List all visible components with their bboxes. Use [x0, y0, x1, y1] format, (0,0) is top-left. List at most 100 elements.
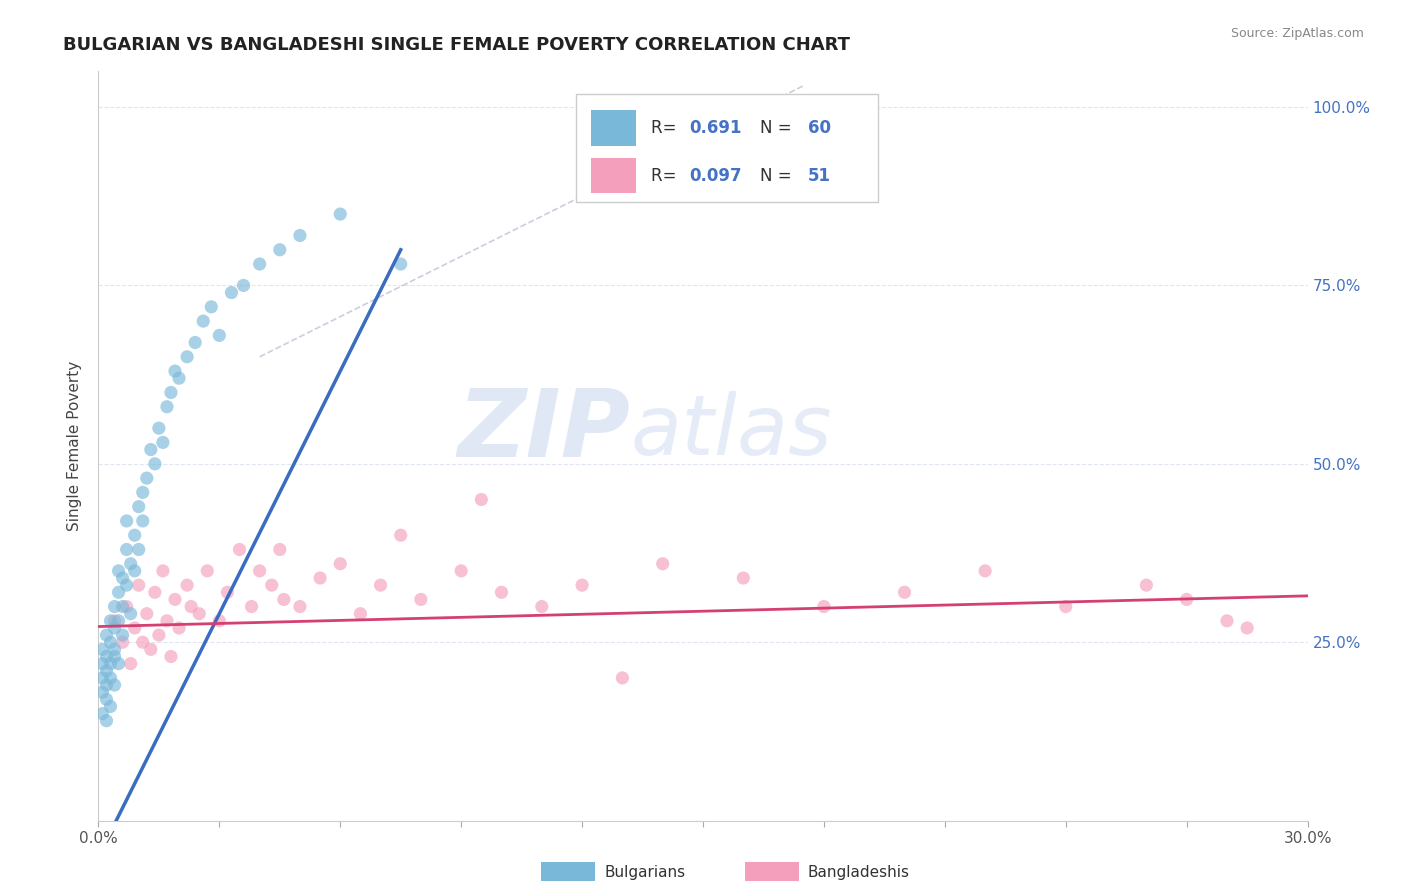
Point	[111, 628, 134, 642]
Point	[96, 678, 118, 692]
Point	[96, 714, 118, 728]
FancyBboxPatch shape	[591, 158, 637, 194]
Point	[100, 657, 122, 671]
Point	[269, 542, 291, 557]
Point	[100, 671, 122, 685]
Point	[1216, 614, 1239, 628]
Point	[107, 564, 129, 578]
Point	[91, 642, 114, 657]
Point	[115, 514, 138, 528]
Text: N =: N =	[759, 167, 797, 185]
Text: 0.097: 0.097	[690, 167, 742, 185]
Point	[135, 471, 157, 485]
Point	[96, 649, 118, 664]
FancyBboxPatch shape	[591, 111, 637, 146]
Point	[974, 564, 997, 578]
FancyBboxPatch shape	[576, 94, 879, 202]
Point	[91, 671, 114, 685]
Point	[200, 300, 222, 314]
Point	[163, 592, 186, 607]
Point	[132, 635, 155, 649]
Point	[103, 621, 125, 635]
Point	[651, 557, 673, 571]
Point	[221, 285, 243, 300]
Point	[813, 599, 835, 614]
Point	[180, 599, 202, 614]
Point	[115, 542, 138, 557]
Text: R=: R=	[651, 120, 682, 137]
Point	[143, 585, 166, 599]
Point	[107, 614, 129, 628]
Point	[115, 578, 138, 592]
Point	[135, 607, 157, 621]
Point	[148, 628, 170, 642]
Point	[193, 314, 215, 328]
Point	[111, 635, 134, 649]
Point	[167, 371, 190, 385]
Point	[120, 607, 142, 621]
Point	[1135, 578, 1157, 592]
Point	[103, 599, 125, 614]
Point	[103, 614, 125, 628]
Point	[143, 457, 166, 471]
Point	[160, 385, 183, 400]
Point	[309, 571, 332, 585]
Point	[91, 685, 114, 699]
Point	[349, 607, 371, 621]
Point	[96, 664, 118, 678]
Text: 0.691: 0.691	[690, 120, 742, 137]
Text: atlas: atlas	[630, 391, 832, 472]
Point	[152, 564, 174, 578]
Point	[733, 571, 755, 585]
Point	[103, 649, 125, 664]
Point	[450, 564, 472, 578]
Point	[249, 257, 271, 271]
Point	[160, 649, 183, 664]
Point	[128, 578, 150, 592]
Point	[132, 485, 155, 500]
Y-axis label: Single Female Poverty: Single Female Poverty	[67, 361, 83, 531]
Point	[115, 599, 138, 614]
Point	[260, 578, 283, 592]
Point	[208, 614, 231, 628]
Point	[91, 657, 114, 671]
Point	[100, 699, 122, 714]
Point	[124, 564, 146, 578]
Point	[111, 599, 134, 614]
Point	[103, 642, 125, 657]
Point	[249, 564, 271, 578]
Point	[1236, 621, 1258, 635]
Point	[329, 207, 352, 221]
Text: Bangladeshis: Bangladeshis	[807, 865, 910, 880]
Point	[389, 528, 412, 542]
Text: BULGARIAN VS BANGLADESHI SINGLE FEMALE POVERTY CORRELATION CHART: BULGARIAN VS BANGLADESHI SINGLE FEMALE P…	[63, 36, 851, 54]
Point	[176, 350, 198, 364]
Point	[288, 228, 311, 243]
Point	[288, 599, 311, 614]
Point	[893, 585, 915, 599]
Point	[228, 542, 250, 557]
Point	[329, 557, 352, 571]
Point	[107, 657, 129, 671]
Point	[91, 706, 114, 721]
Point	[139, 642, 162, 657]
Text: Source: ZipAtlas.com: Source: ZipAtlas.com	[1230, 27, 1364, 40]
Point	[232, 278, 254, 293]
Text: ZIP: ZIP	[457, 385, 630, 477]
Text: 60: 60	[808, 120, 831, 137]
Point	[124, 528, 146, 542]
Point	[571, 578, 593, 592]
Point	[100, 635, 122, 649]
Point	[188, 607, 211, 621]
Text: N =: N =	[759, 120, 797, 137]
Text: R=: R=	[651, 167, 682, 185]
Point	[370, 578, 392, 592]
Point	[240, 599, 263, 614]
Point	[409, 592, 432, 607]
Point	[184, 335, 207, 350]
Point	[103, 678, 125, 692]
Point	[208, 328, 231, 343]
Point	[167, 621, 190, 635]
Point	[132, 514, 155, 528]
Point	[152, 435, 174, 450]
